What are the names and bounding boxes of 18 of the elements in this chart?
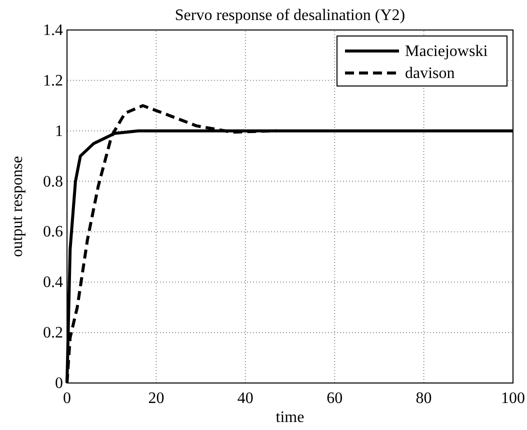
chart-title: Servo response of desalination (Y2) bbox=[174, 7, 406, 24]
x-tick-label: 40 bbox=[237, 390, 254, 407]
y-tick-label: 0.8 bbox=[43, 173, 63, 190]
legend-label: davison bbox=[405, 65, 455, 82]
y-tick-label: 1 bbox=[55, 122, 63, 140]
x-axis-title: time bbox=[276, 409, 304, 426]
y-tick-label: 1.2 bbox=[43, 72, 63, 90]
x-tick-label: 80 bbox=[416, 390, 432, 407]
y-tick-label: 0.4 bbox=[43, 274, 63, 292]
legend-label: Maciejowski bbox=[405, 43, 488, 60]
y-tick-label: 0.6 bbox=[43, 224, 63, 241]
y-tick-label: 0 bbox=[55, 375, 63, 392]
x-tick-label: 60 bbox=[326, 390, 343, 407]
x-tick-label: 20 bbox=[148, 390, 164, 407]
y-tick-label: 0.2 bbox=[43, 324, 63, 342]
y-tick-label: 1.4 bbox=[43, 22, 63, 39]
x-tick-label: 100 bbox=[501, 390, 525, 407]
y-axis-title: output response bbox=[9, 156, 26, 257]
